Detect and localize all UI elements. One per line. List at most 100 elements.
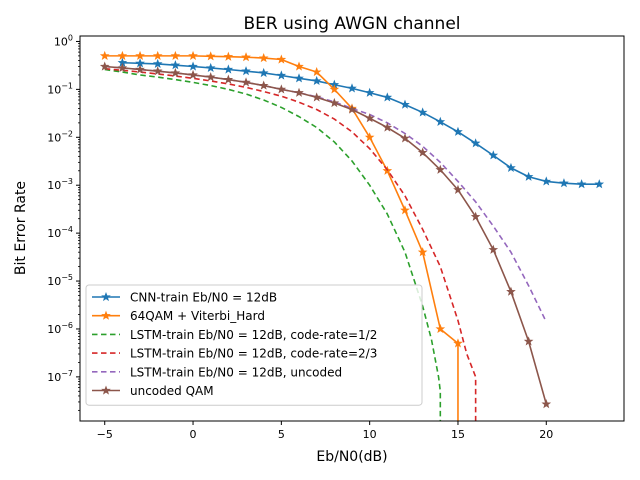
legend-item: 64QAM + Viterbi_Hard [92, 309, 265, 323]
legend-item: uncoded QAM [92, 384, 214, 398]
data-point [523, 336, 534, 346]
data-point [453, 126, 463, 136]
series-line [104, 65, 548, 405]
data-point [223, 74, 234, 84]
data-point [347, 83, 357, 93]
data-point [311, 66, 322, 77]
data-point [523, 171, 534, 181]
data-point [435, 116, 446, 126]
data-point [258, 53, 269, 63]
data-point [435, 164, 446, 174]
y-tick-label: 10−7 [47, 369, 73, 384]
y-tick-label: 10−5 [47, 273, 73, 288]
data-point [294, 73, 304, 83]
series-line [104, 55, 459, 421]
data-point [241, 52, 251, 62]
data-point [453, 338, 463, 348]
series-1 [117, 57, 605, 189]
chart-title: BER using AWGN channel [243, 14, 460, 34]
data-point [276, 84, 287, 94]
data-point [382, 92, 393, 102]
data-point [541, 176, 552, 186]
data-point [241, 77, 251, 87]
series-5 [104, 65, 548, 323]
data-point [311, 75, 322, 86]
y-axis: 100 10−1 10−2 10−3 10−4 10−5 10−6 10−7 [47, 33, 80, 411]
data-point [294, 61, 304, 71]
data-point [188, 69, 198, 80]
data-point [258, 67, 269, 78]
y-tick-label: 10−2 [47, 129, 73, 144]
y-axis-title: Bit Error Rate [13, 181, 29, 275]
y-tick-label: 10−6 [47, 321, 73, 336]
data-point [576, 179, 587, 189]
y-tick-label: 100 [54, 33, 73, 48]
legend-marker [101, 385, 111, 395]
data-point [453, 184, 463, 194]
data-point [506, 162, 516, 172]
data-point [258, 80, 269, 90]
data-point [488, 150, 499, 160]
data-point [400, 133, 410, 143]
x-tick-label: 0 [190, 428, 197, 441]
legend-box [85, 284, 423, 406]
data-point [364, 87, 375, 97]
data-point [470, 138, 481, 148]
data-point [135, 64, 145, 74]
y-tick-label: 10−3 [47, 177, 73, 192]
legend-label: uncoded QAM [130, 384, 214, 398]
legend-marker [101, 291, 111, 302]
data-point [559, 178, 569, 188]
data-point [435, 323, 446, 334]
series-layer [99, 50, 605, 421]
data-point [417, 107, 428, 117]
data-point [311, 92, 322, 102]
data-point [205, 72, 216, 82]
data-point [99, 61, 110, 71]
y-tick-label: 10−4 [47, 225, 73, 240]
data-point [470, 211, 481, 221]
data-point [117, 62, 128, 73]
legend-label: LSTM-train Eb/N0 = 12dB, code-rate=1/2 [130, 328, 377, 342]
data-point [294, 87, 304, 97]
series-line [104, 68, 442, 421]
data-point [223, 51, 234, 61]
data-point [417, 147, 428, 157]
x-tick-label: −5 [97, 428, 113, 441]
series-2 [99, 50, 463, 421]
data-point [382, 122, 393, 132]
data-point [329, 84, 340, 94]
data-point [170, 60, 181, 70]
data-point [170, 50, 181, 60]
x-axis: −5 0 5 10 15 20 [97, 421, 553, 441]
data-point [205, 51, 216, 61]
series-4 [104, 67, 477, 421]
data-point [117, 50, 128, 60]
data-point [364, 113, 375, 123]
series-3 [104, 68, 442, 421]
legend-item: LSTM-train Eb/N0 = 12dB, uncoded [92, 365, 342, 379]
legend: CNN-train Eb/N0 = 12dB 64QAM + Viterbi_Ha… [85, 284, 423, 406]
series-6 [99, 61, 552, 409]
y-tick-label: 10−1 [47, 81, 73, 96]
x-tick-label: 20 [539, 428, 553, 441]
legend-item: LSTM-train Eb/N0 = 12dB, code-rate=1/2 [92, 328, 377, 342]
data-point [99, 50, 110, 60]
series-line [104, 65, 548, 323]
data-point [223, 64, 234, 74]
data-point [152, 58, 163, 69]
legend-label: LSTM-train Eb/N0 = 12dB, code-rate=2/3 [130, 347, 377, 361]
legend-label: 64QAM + Viterbi_Hard [130, 309, 265, 323]
data-point [276, 54, 287, 64]
plot-frame [79, 35, 625, 422]
data-point [541, 399, 552, 409]
data-point [400, 99, 410, 109]
data-point [276, 70, 287, 80]
legend-item: LSTM-train Eb/N0 = 12dB, code-rate=2/3 [92, 347, 377, 361]
legend-marker [101, 310, 111, 320]
x-tick-label: 10 [363, 428, 377, 441]
data-point [205, 62, 216, 73]
legend-label: LSTM-train Eb/N0 = 12dB, uncoded [130, 365, 342, 379]
data-point [400, 205, 410, 215]
